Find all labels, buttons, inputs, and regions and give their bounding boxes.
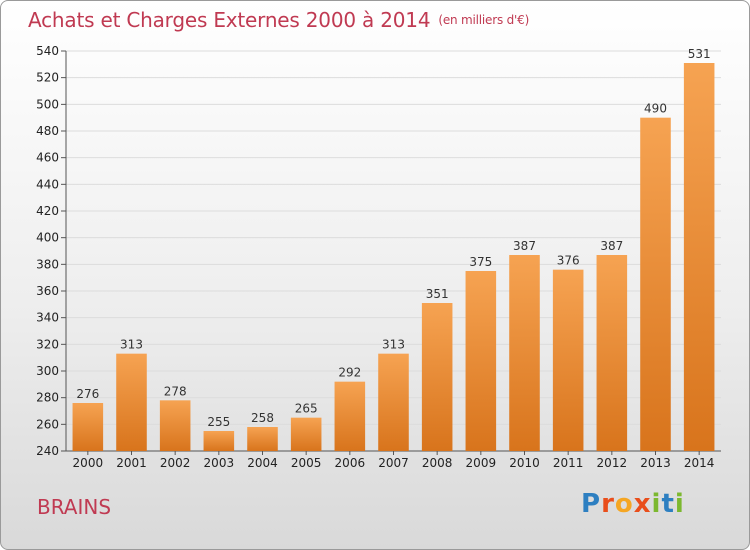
y-tick-label: 380 [36,257,59,271]
bar-value-label: 531 [688,47,711,61]
bar-value-label: 376 [557,254,580,268]
bar-value-label: 278 [164,384,187,398]
bar [334,381,366,451]
y-tick-label: 500 [36,97,59,111]
y-tick-label: 460 [36,151,59,165]
bar [552,269,584,451]
bar-value-label: 351 [426,287,449,301]
bar [72,403,104,451]
y-tick-label: 540 [36,44,59,58]
y-tick-label: 400 [36,231,59,245]
y-tick-label: 260 [36,417,59,431]
x-tick-label: 2003 [204,456,235,470]
chart-title-text: Achats et Charges Externes 2000 à 2014 [28,8,431,32]
bar-value-label: 313 [382,338,405,352]
bar [159,400,191,451]
proxiti-logo: Proxiti [581,489,685,519]
x-tick-label: 2012 [597,456,628,470]
bar-value-label: 375 [469,255,492,269]
x-tick-label: 2004 [247,456,278,470]
bar [465,271,497,451]
y-tick-label: 280 [36,391,59,405]
bar [421,303,453,451]
bar-value-label: 313 [120,338,143,352]
x-tick-label: 2008 [422,456,453,470]
bar-value-label: 265 [295,402,318,416]
x-tick-label: 2001 [116,456,147,470]
bar [683,63,715,451]
bar [290,417,322,451]
bar-value-label: 255 [207,415,230,429]
x-tick-label: 2000 [73,456,104,470]
x-tick-label: 2006 [335,456,366,470]
x-tick-label: 2014 [684,456,715,470]
bar [640,117,671,452]
bar-value-label: 258 [251,411,274,425]
bar-value-label: 490 [644,102,667,116]
x-tick-label: 2002 [160,456,191,470]
bar-value-label: 292 [338,366,361,380]
y-tick-label: 440 [36,177,59,191]
y-tick-label: 240 [36,444,59,458]
bar [116,353,147,451]
y-tick-label: 480 [36,124,59,138]
x-tick-label: 2011 [553,456,584,470]
y-tick-label: 420 [36,204,59,218]
bar-value-label: 276 [76,387,99,401]
bar [247,427,278,451]
y-tick-label: 300 [36,364,59,378]
x-tick-label: 2013 [640,456,671,470]
y-tick-label: 360 [36,284,59,298]
bar [378,353,409,451]
x-tick-label: 2010 [509,456,540,470]
y-tick-label: 320 [36,337,59,351]
bar-value-label: 387 [600,239,623,253]
bar [203,431,235,451]
x-tick-label: 2007 [378,456,409,470]
y-tick-label: 520 [36,71,59,85]
bar-value-label: 387 [513,239,536,253]
bar [596,255,628,451]
chart-subtitle: (en milliers d'€) [438,13,530,27]
bar [509,255,540,451]
x-tick-label: 2005 [291,456,322,470]
x-tick-label: 2009 [466,456,497,470]
chart-title: Achats et Charges Externes 2000 à 2014 (e… [28,8,529,32]
location-label: BRAINS [37,495,112,519]
y-tick-label: 340 [36,311,59,325]
